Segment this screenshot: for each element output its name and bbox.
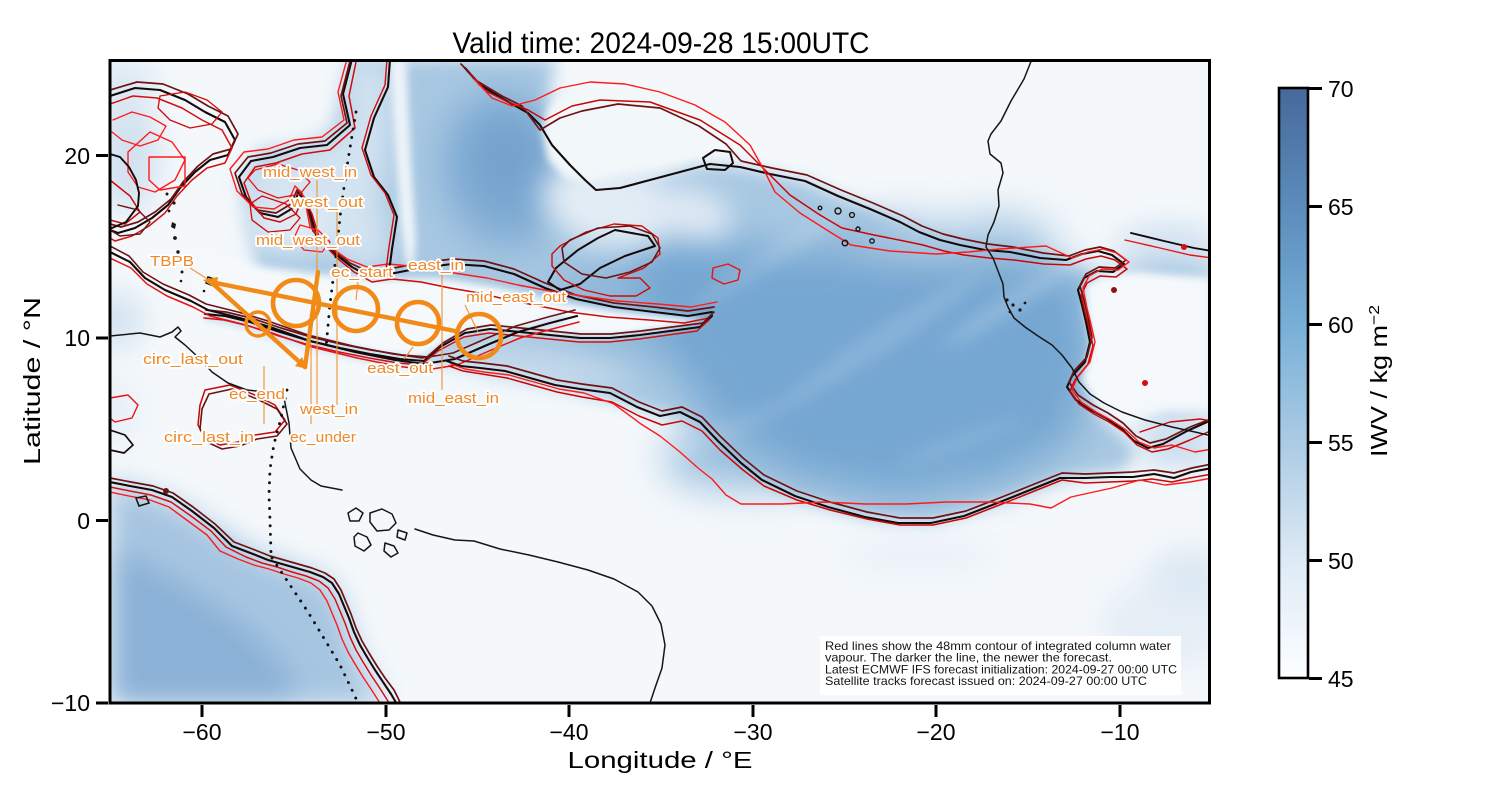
svg-text:45: 45	[1328, 666, 1354, 692]
svg-text:east_in: east_in	[408, 257, 464, 274]
svg-text:ec_end: ec_end	[229, 386, 285, 403]
svg-text:mid_east_out: mid_east_out	[466, 289, 567, 306]
svg-text:Red lines show the 48mm contou: Red lines show the 48mm contour of integ…	[825, 639, 1171, 653]
svg-text:10: 10	[64, 325, 90, 351]
svg-text:−10: −10	[51, 690, 90, 716]
svg-text:west_in: west_in	[299, 401, 358, 418]
svg-text:mid_east_in: mid_east_in	[408, 390, 499, 407]
svg-text:vapour. The darker the line, t: vapour. The darker the line, the newer t…	[825, 651, 1112, 665]
svg-text:Latest ECMWF IFS forecast init: Latest ECMWF IFS forecast initialization…	[825, 663, 1177, 677]
svg-text:−30: −30	[733, 719, 772, 745]
svg-text:70: 70	[1328, 76, 1354, 102]
svg-text:TBPB: TBPB	[150, 253, 194, 270]
svg-text:Longitude / °E: Longitude / °E	[568, 747, 753, 773]
svg-text:circ_last_in: circ_last_in	[164, 429, 254, 446]
svg-text:Latitude / °N: Latitude / °N	[19, 297, 45, 465]
svg-text:west_out: west_out	[290, 194, 364, 211]
svg-text:ec_under: ec_under	[290, 429, 356, 446]
svg-text:IWV / kg m−2: IWV / kg m−2	[1366, 305, 1392, 457]
svg-text:Satellite tracks forecast issu: Satellite tracks forecast issued on: 202…	[825, 674, 1147, 688]
svg-text:−10: −10	[1100, 719, 1139, 745]
svg-text:60: 60	[1328, 312, 1354, 338]
svg-text:50: 50	[1328, 548, 1354, 574]
svg-text:east_out: east_out	[367, 360, 434, 377]
svg-text:ec_start: ec_start	[331, 264, 394, 281]
svg-text:20: 20	[64, 143, 90, 169]
svg-text:−20: −20	[916, 719, 955, 745]
svg-text:−40: −40	[549, 719, 588, 745]
svg-text:65: 65	[1328, 194, 1354, 220]
svg-text:Valid time: 2024-09-28 15:00UT: Valid time: 2024-09-28 15:00UTC	[453, 27, 870, 60]
svg-text:55: 55	[1328, 430, 1354, 456]
svg-text:circ_last_out: circ_last_out	[143, 351, 244, 368]
svg-text:mid_west_out: mid_west_out	[256, 232, 361, 249]
svg-text:0: 0	[77, 508, 90, 534]
svg-text:mid_west_in: mid_west_in	[263, 164, 357, 181]
svg-text:−60: −60	[182, 719, 221, 745]
svg-text:−50: −50	[366, 719, 405, 745]
